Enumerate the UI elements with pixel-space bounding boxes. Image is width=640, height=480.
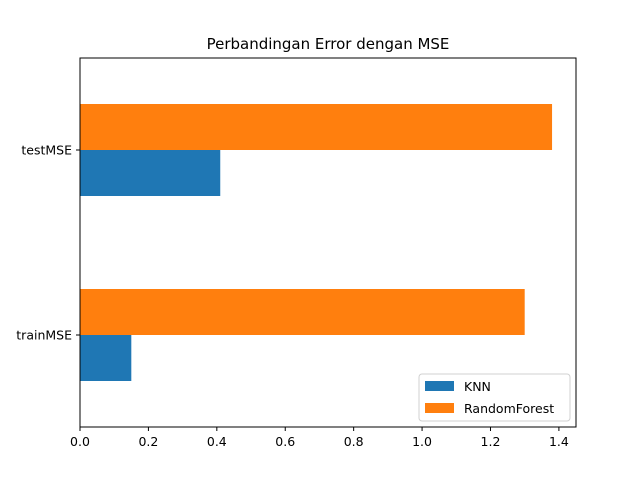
plot-frame [79, 57, 577, 428]
legend-label-randomforest: RandomForest [464, 401, 554, 416]
y-tick-label-trainmse: trainMSE [16, 328, 72, 343]
legend-label-knn: KNN [464, 379, 491, 394]
legend-swatch-randomforest [425, 403, 454, 413]
x-tick-label: 0.8 [344, 434, 364, 449]
legend-swatch-knn [425, 381, 454, 391]
chart-title: Perbandingan Error dengan MSE [207, 35, 450, 53]
x-tick-label: 0.2 [138, 434, 158, 449]
legend: KNN RandomForest [418, 373, 571, 422]
bars-group [80, 104, 553, 381]
x-axis: 0.0 0.2 0.4 0.6 0.8 1.0 1.2 1.4 [70, 427, 569, 449]
x-tick-label: 1.2 [481, 434, 501, 449]
x-tick-label: 0.4 [207, 434, 227, 449]
bar-randomforest-testmse [80, 104, 553, 150]
bar-knn-testmse [80, 150, 221, 196]
y-axis: trainMSE testMSE [16, 143, 80, 343]
y-tick-label-testmse: testMSE [21, 143, 72, 158]
legend-box [418, 373, 571, 422]
x-tick-label: 1.4 [549, 434, 569, 449]
x-tick-label: 0.0 [70, 434, 90, 449]
bar-randomforest-trainmse [80, 289, 525, 335]
x-tick-label: 1.0 [412, 434, 432, 449]
bar-knn-trainmse [80, 335, 132, 381]
x-tick-label: 0.6 [275, 434, 295, 449]
